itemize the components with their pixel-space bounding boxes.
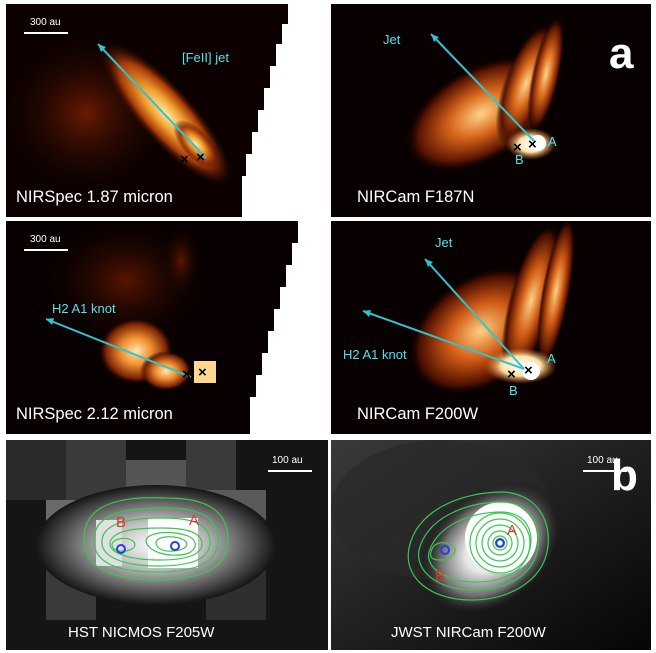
panel-label: NIRSpec 2.12 micron (16, 405, 173, 423)
source-a-label: A (547, 351, 556, 366)
source-b-circle (116, 544, 126, 554)
cross-marker-a: × (528, 136, 537, 153)
knot-arrow (362, 310, 525, 370)
panel-label: NIRSpec 1.87 micron (16, 188, 173, 206)
panel-letter-a: a (609, 29, 634, 78)
jet-arrow (424, 258, 525, 370)
nirspec-212-image (6, 221, 328, 434)
scale-bar-label: 300 au (30, 234, 61, 245)
cross-marker: × (198, 364, 207, 381)
jet-arrow (430, 33, 535, 142)
jet-annotation: Jet (383, 32, 401, 47)
detector-edge-mask (242, 4, 328, 217)
jet-arrow (97, 43, 207, 159)
cross-marker-a: × (524, 362, 533, 379)
contours (407, 491, 549, 601)
panel-jwst-nircam: 100 au A B b JWST NIRCam F200W (331, 440, 651, 650)
nircam-f187n-image (331, 4, 651, 217)
panel-label: JWST NIRCam F200W (391, 624, 546, 641)
panel-label: NIRCam F187N (357, 188, 475, 206)
contours (83, 497, 229, 581)
knot-arrow (45, 318, 192, 378)
source-b-label: B (116, 514, 127, 531)
nircam-f200w-image (331, 221, 651, 434)
nirspec-187-image (6, 4, 328, 217)
h2-knot-annotation: H2 A1 knot (343, 347, 407, 362)
source-a-circle (170, 541, 180, 551)
jet-annotation: Jet (435, 235, 453, 250)
hst-nicmos-image (6, 440, 328, 650)
jwst-nircam-image (331, 440, 651, 650)
cross-marker: × (196, 149, 205, 166)
source-b-circle (440, 545, 450, 555)
source-a-label: A (507, 522, 518, 539)
feii-jet-annotation: [FeII] jet (182, 50, 229, 65)
panel-nirspec-187: 300 au [FeII] jet × × NIRSpec 1.87 micro… (6, 4, 328, 217)
scale-bar-label: 100 au (272, 455, 303, 466)
panel-label: HST NICMOS F205W (68, 624, 215, 641)
scale-bar-label: 100 au (587, 455, 618, 466)
panel-nirspec-212: 300 au H2 A1 knot × × NIRSpec 2.12 micro… (6, 221, 328, 434)
source-a-circle (495, 538, 505, 548)
panel-hst-nicmos: 100 au B A HST NICMOS F205W (6, 440, 328, 650)
cross-marker-b: × (513, 139, 522, 156)
panel-label: NIRCam F200W (357, 405, 479, 423)
source-b-label: B (509, 383, 518, 398)
source-b-label: B (515, 152, 524, 167)
panel-nircam-f187n: Jet × × A B a NIRCam F187N (331, 4, 651, 217)
h2-knot-annotation: H2 A1 knot (52, 301, 116, 316)
cross-marker: × (182, 366, 191, 383)
panel-letter-b: b (611, 451, 638, 500)
source-a-label: A (189, 512, 200, 529)
detector-edge-mask (250, 221, 328, 434)
source-a-label: A (548, 134, 557, 149)
cross-marker-b: × (507, 366, 516, 383)
panel-nircam-f200w: Jet H2 A1 knot × × A B NIRCam F200W (331, 221, 651, 434)
cross-marker: × (180, 151, 189, 168)
scale-bar-label: 300 au (30, 17, 61, 28)
source-b-label: B (435, 568, 446, 585)
